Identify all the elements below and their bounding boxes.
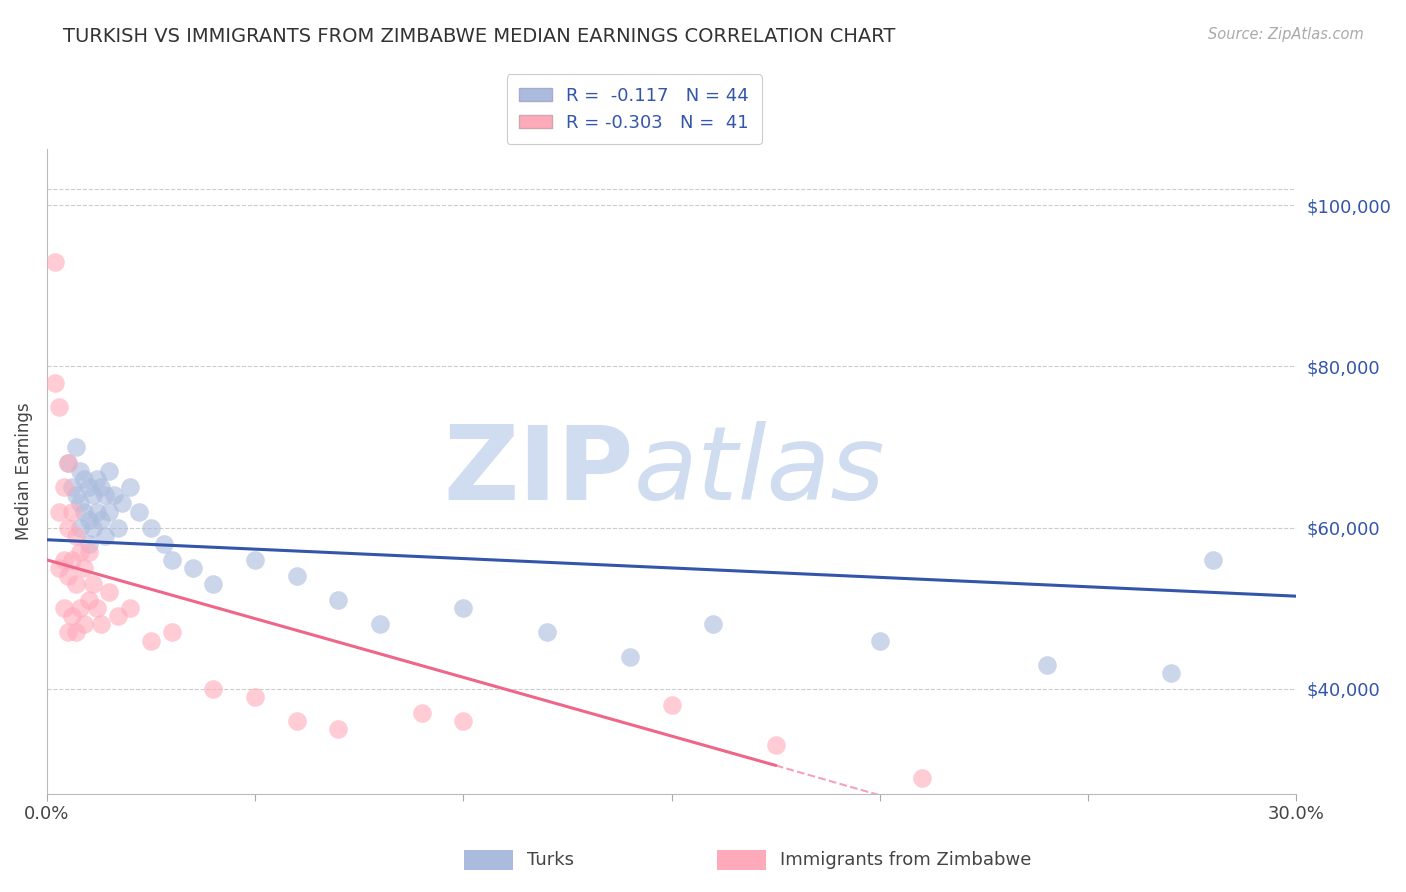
Point xyxy=(98,504,121,518)
Point xyxy=(86,504,108,518)
Point xyxy=(98,585,121,599)
Point xyxy=(702,617,724,632)
Point xyxy=(56,456,79,470)
Point xyxy=(103,488,125,502)
Point xyxy=(86,472,108,486)
Point xyxy=(52,601,75,615)
Point xyxy=(52,553,75,567)
Point xyxy=(82,521,104,535)
Point xyxy=(1202,553,1225,567)
Point xyxy=(453,714,475,728)
Point xyxy=(765,739,787,753)
Point xyxy=(661,698,683,712)
Point xyxy=(56,456,79,470)
Point xyxy=(453,601,475,615)
Point xyxy=(128,504,150,518)
Point xyxy=(65,529,87,543)
Point xyxy=(160,625,183,640)
Point xyxy=(536,625,558,640)
Point xyxy=(73,504,96,518)
Legend: R =  -0.117   N = 44, R = -0.303   N =  41: R = -0.117 N = 44, R = -0.303 N = 41 xyxy=(506,74,762,145)
Point xyxy=(86,601,108,615)
Point xyxy=(77,545,100,559)
Point xyxy=(56,569,79,583)
Point xyxy=(98,464,121,478)
Point xyxy=(60,480,83,494)
Point xyxy=(65,577,87,591)
Point xyxy=(65,488,87,502)
Point xyxy=(69,545,91,559)
Point xyxy=(69,601,91,615)
Point xyxy=(120,601,142,615)
Point xyxy=(181,561,204,575)
Point xyxy=(52,480,75,494)
Point xyxy=(69,496,91,510)
Point xyxy=(48,561,70,575)
Text: atlas: atlas xyxy=(634,421,886,521)
Point xyxy=(328,593,350,607)
Point xyxy=(77,593,100,607)
Point xyxy=(285,714,308,728)
Point xyxy=(202,577,225,591)
Text: Source: ZipAtlas.com: Source: ZipAtlas.com xyxy=(1208,27,1364,42)
Point xyxy=(111,496,134,510)
Point xyxy=(139,521,162,535)
Point xyxy=(82,577,104,591)
Point xyxy=(619,649,641,664)
Point xyxy=(73,617,96,632)
Point xyxy=(90,480,112,494)
Point xyxy=(65,440,87,454)
Point xyxy=(107,521,129,535)
Text: Immigrants from Zimbabwe: Immigrants from Zimbabwe xyxy=(780,851,1032,869)
Point xyxy=(48,504,70,518)
Point xyxy=(139,633,162,648)
Point xyxy=(94,488,117,502)
Point xyxy=(869,633,891,648)
Text: Turks: Turks xyxy=(527,851,574,869)
Point xyxy=(48,400,70,414)
Point xyxy=(94,529,117,543)
Point xyxy=(202,681,225,696)
Point xyxy=(69,521,91,535)
Point xyxy=(44,376,66,390)
Point xyxy=(56,625,79,640)
Point xyxy=(90,513,112,527)
Point xyxy=(60,553,83,567)
Point xyxy=(1160,665,1182,680)
Point xyxy=(69,464,91,478)
Point xyxy=(82,488,104,502)
Point xyxy=(90,617,112,632)
Point xyxy=(160,553,183,567)
Point xyxy=(44,254,66,268)
Text: TURKISH VS IMMIGRANTS FROM ZIMBABWE MEDIAN EARNINGS CORRELATION CHART: TURKISH VS IMMIGRANTS FROM ZIMBABWE MEDI… xyxy=(63,27,896,45)
Point xyxy=(910,771,932,785)
Point xyxy=(328,722,350,736)
Point xyxy=(243,553,266,567)
Point xyxy=(56,521,79,535)
Point xyxy=(107,609,129,624)
Y-axis label: Median Earnings: Median Earnings xyxy=(15,402,32,540)
Point xyxy=(60,504,83,518)
Point xyxy=(368,617,391,632)
Point xyxy=(1035,657,1057,672)
Point xyxy=(73,472,96,486)
Point xyxy=(73,561,96,575)
Point xyxy=(120,480,142,494)
Point xyxy=(65,625,87,640)
Point xyxy=(77,480,100,494)
Point xyxy=(285,569,308,583)
Point xyxy=(152,537,174,551)
Point xyxy=(77,513,100,527)
Point xyxy=(243,690,266,704)
Point xyxy=(77,537,100,551)
Point xyxy=(60,609,83,624)
Text: ZIP: ZIP xyxy=(444,421,634,522)
Point xyxy=(411,706,433,720)
